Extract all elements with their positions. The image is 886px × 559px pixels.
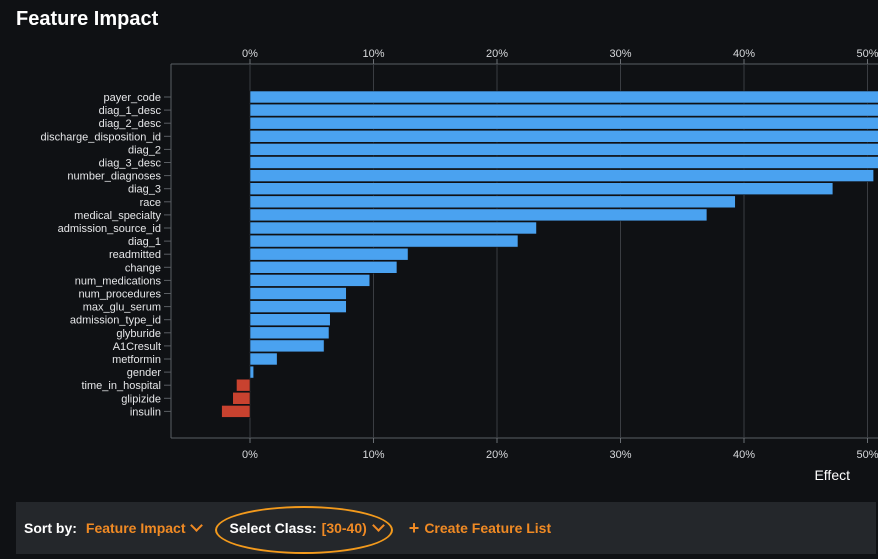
category-label-gender: gender — [127, 367, 162, 379]
x-tick-label-top: 20% — [486, 48, 508, 60]
category-label-insulin: insulin — [130, 406, 161, 418]
category-label-discharge_disposition_id: discharge_disposition_id — [41, 131, 161, 143]
category-label-diag_1_desc: diag_1_desc — [99, 105, 162, 117]
bar-A1Cresult[interactable] — [249, 339, 325, 353]
x-tick-label-bottom: 50% — [856, 449, 878, 461]
bar-time_in_hospital[interactable] — [236, 378, 251, 392]
bar-diag_1_desc[interactable] — [249, 103, 880, 117]
category-label-diag_3: diag_3 — [128, 184, 161, 196]
footer-controls: Sort by: Feature Impact Select Class: [3… — [24, 506, 552, 554]
category-label-num_medications: num_medications — [75, 275, 162, 287]
category-label-num_procedures: num_procedures — [78, 289, 161, 301]
sort-by-dropdown[interactable]: Feature Impact — [85, 519, 204, 536]
category-label-admission_type_id: admission_type_id — [70, 315, 161, 327]
category-label-change: change — [125, 262, 161, 274]
x-tick-label-top: 0% — [242, 48, 258, 60]
bar-diag_2_desc[interactable] — [249, 116, 880, 130]
x-tick-label-top: 10% — [362, 48, 384, 60]
bar-discharge_disposition_id[interactable] — [249, 130, 880, 143]
bar-number_diagnoses[interactable] — [249, 169, 874, 182]
page-title: Feature Impact — [16, 8, 159, 30]
plus-icon: + — [408, 518, 420, 538]
category-label-glyburide: glyburide — [116, 328, 161, 340]
sort-by-label: Sort by: — [24, 520, 77, 536]
bar-readmitted[interactable] — [249, 247, 409, 261]
feature-impact-chart: 0% 0% 10% 10% 20% 20% 30% 30% 40% 40% 50% 50% payer_… — [41, 48, 880, 483]
bar-glipizide[interactable] — [232, 391, 251, 405]
category-label-diag_2: diag_2 — [128, 144, 161, 156]
x-tick-label-bottom: 30% — [609, 449, 631, 461]
bar-payer_code[interactable] — [249, 90, 880, 104]
bar-admission_source_id[interactable] — [249, 221, 537, 235]
select-class-dropdown[interactable]: Select Class: [30-40) — [215, 506, 394, 554]
chevron-down-icon — [371, 519, 385, 532]
bar-max_glu_serum[interactable] — [249, 300, 347, 313]
create-feature-list-label: Create Feature List — [424, 520, 552, 536]
x-axis-label: Effect — [814, 467, 850, 483]
x-tick-label-top: 30% — [609, 48, 631, 60]
bar-insulin[interactable] — [221, 405, 251, 418]
x-tick-label-bottom: 20% — [486, 449, 508, 461]
category-label-diag_3_desc: diag_3_desc — [99, 158, 162, 170]
bar-diag_2[interactable] — [249, 143, 880, 156]
category-label-number_diagnoses: number_diagnoses — [67, 171, 161, 183]
bar-num_medications[interactable] — [249, 274, 371, 287]
category-label-admission_source_id: admission_source_id — [58, 223, 161, 235]
x-tick-label-bottom: 0% — [242, 449, 258, 461]
select-class-label: Select Class: — [229, 520, 317, 536]
torn-edge — [878, 0, 886, 559]
bar-metformin[interactable] — [249, 352, 278, 366]
x-tick-label-top: 50% — [856, 48, 878, 60]
category-label-readmitted: readmitted — [109, 249, 161, 261]
category-label-A1Cresult: A1Cresult — [113, 341, 161, 353]
category-label-medical_specialty: medical_specialty — [74, 210, 161, 222]
category-label-glipizide: glipizide — [121, 393, 161, 405]
create-feature-list-button[interactable]: + Create Feature List — [408, 518, 552, 538]
category-label-time_in_hospital: time_in_hospital — [82, 380, 162, 392]
category-label-diag_2_desc: diag_2_desc — [99, 118, 162, 130]
x-tick-label-top: 40% — [733, 48, 755, 60]
x-tick-label-bottom: 10% — [362, 449, 384, 461]
sort-by-value: Feature Impact — [85, 520, 186, 536]
bar-num_procedures[interactable] — [249, 287, 347, 300]
bar-diag_3[interactable] — [249, 182, 834, 195]
bar-diag_1[interactable] — [249, 234, 519, 248]
chart-footer: Sort by: Feature Impact Select Class: [3… — [16, 502, 876, 554]
category-label-max_glu_serum: max_glu_serum — [83, 302, 161, 314]
category-label-diag_1: diag_1 — [128, 236, 161, 248]
bar-glyburide[interactable] — [249, 326, 330, 340]
bar-diag_3_desc[interactable] — [249, 156, 880, 169]
bar-race[interactable] — [249, 195, 736, 209]
select-class-value: [30-40) — [321, 520, 367, 536]
bar-gender[interactable] — [249, 365, 255, 379]
chevron-down-icon — [190, 519, 204, 532]
bar-admission_type_id[interactable] — [249, 313, 331, 327]
bar-medical_specialty[interactable] — [249, 208, 708, 222]
category-label-metformin: metformin — [112, 354, 161, 366]
bar-change[interactable] — [249, 260, 398, 274]
category-label-race: race — [140, 197, 161, 209]
category-label-payer_code: payer_code — [104, 92, 162, 104]
x-tick-label-bottom: 40% — [733, 449, 755, 461]
